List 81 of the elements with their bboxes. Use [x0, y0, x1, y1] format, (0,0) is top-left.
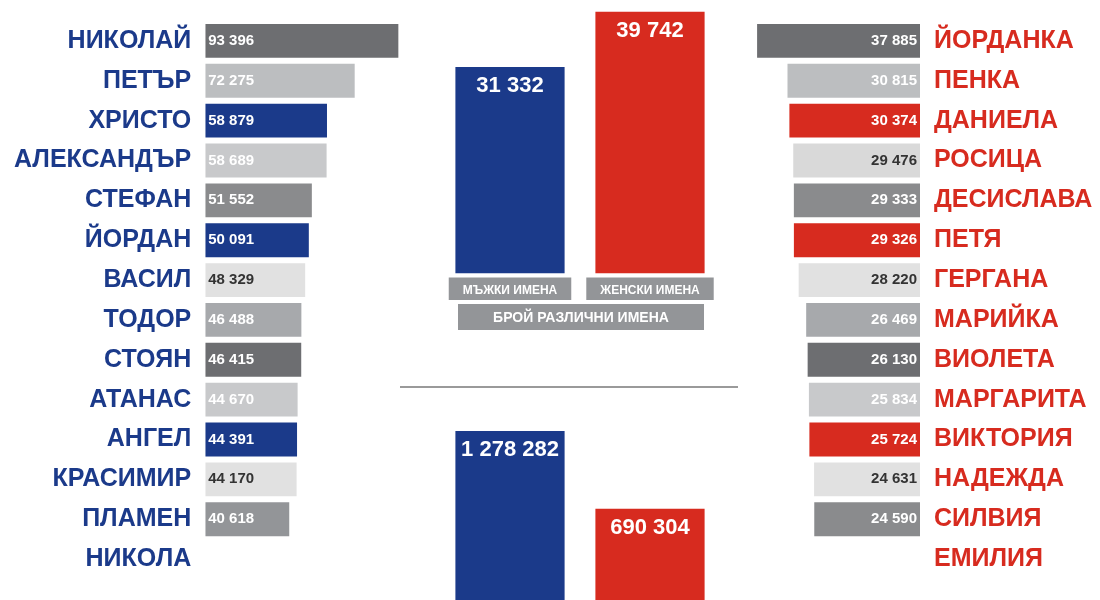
data-label: 37 885: [871, 31, 917, 49]
data-label: 31 332: [476, 72, 544, 98]
y-tick-label: ПЕНКА: [934, 64, 1021, 93]
y-tick-label: ДАНИЕЛА: [934, 104, 1059, 133]
bar: [798, 263, 920, 298]
bar: [205, 263, 306, 298]
y-tick-label: ЙОРДАН: [84, 223, 192, 253]
y-tick-label: ВИКТОРИЯ: [934, 423, 1073, 452]
data-label: 30 374: [871, 110, 918, 128]
bar: [205, 342, 302, 377]
data-label: 30 815: [871, 70, 917, 88]
bar: [814, 502, 920, 537]
bar: [793, 183, 920, 218]
y-tick-label: НАДЕЖДА: [934, 463, 1064, 492]
y-tick-label: АТАНАС: [89, 383, 192, 412]
bar: [205, 183, 312, 218]
data-label: 26 469: [871, 310, 917, 328]
data-label: 93 396: [208, 31, 255, 49]
data-label: 48 329: [208, 270, 255, 288]
data-label: 1 278 282: [461, 436, 559, 462]
y-tick-label: НИКОЛА: [85, 542, 192, 571]
x-tick-label: МЪЖКИ ИМЕНА: [462, 283, 558, 298]
bar: [205, 103, 327, 138]
y-tick-label: СТЕФАН: [85, 184, 192, 213]
y-tick-label: МАРИЙКА: [934, 302, 1059, 332]
data-label: 40 618: [208, 509, 255, 527]
y-tick-label: ПЕТЯ: [934, 224, 1002, 253]
bar: [205, 302, 302, 337]
data-label: 51 552: [208, 190, 255, 208]
data-label: 44 391: [208, 429, 255, 447]
data-label: 44 170: [208, 469, 255, 487]
bar: [807, 342, 920, 377]
y-tick-label: ХРИСТО: [88, 104, 192, 133]
data-label: 46 488: [208, 310, 255, 328]
bar: [814, 462, 920, 497]
y-tick-label: АНГЕЛ: [106, 423, 192, 452]
y-tick-label: ПЛАМЕН: [82, 503, 192, 532]
bar: [808, 382, 920, 417]
y-tick-label: ПЕТЪР: [102, 64, 192, 93]
data-label: 46 415: [208, 349, 255, 367]
bar: [789, 103, 920, 138]
data-label: 29 333: [871, 190, 917, 208]
bar: [205, 382, 298, 417]
data-label: 690 304: [610, 513, 691, 539]
data-label: 24 631: [871, 469, 917, 487]
data-label: 29 326: [871, 230, 917, 248]
y-tick-label: АЛЕКСАНДЪР: [13, 144, 192, 173]
data-label: 28 220: [871, 270, 917, 288]
data-label: 39 742: [616, 16, 684, 42]
bar: [205, 223, 309, 258]
x-axis-title: БРОЙ РАЗЛИЧНИ ИМЕНА: [458, 304, 704, 330]
data-label: 25 724: [871, 429, 918, 447]
bar: [757, 23, 920, 58]
bar: [793, 143, 920, 178]
data-label: 24 590: [871, 509, 917, 527]
y-tick-label: ТОДОР: [103, 303, 192, 332]
data-label: 58 879: [208, 110, 255, 128]
data-label: 72 275: [208, 70, 255, 88]
y-tick-label: ЙОРДАНКА: [934, 23, 1074, 53]
y-tick-label: ЕМИЛИЯ: [934, 542, 1043, 571]
x-tick-label: ЖЕНСКИ ИМЕНА: [599, 283, 701, 298]
y-tick-label: НИКОЛАЙ: [67, 23, 192, 53]
bar: [205, 23, 399, 58]
bar: [205, 462, 297, 497]
bar: [806, 302, 920, 337]
y-tick-label: КРАСИМИР: [52, 463, 192, 492]
bar: [793, 223, 920, 258]
data-label: 50 091: [208, 230, 255, 248]
y-tick-label: ГЕРГАНА: [934, 263, 1049, 292]
y-tick-label: РОСИЦА: [934, 144, 1043, 173]
y-tick-label: СИЛВИЯ: [934, 503, 1042, 532]
y-tick-label: СТОЯН: [104, 343, 192, 372]
y-tick-label: ВАСИЛ: [103, 263, 192, 292]
y-tick-label: ДЕСИСЛАВА: [934, 184, 1093, 213]
bar: [205, 63, 355, 98]
data-label: 26 130: [871, 349, 917, 367]
y-tick-label: МАРГАРИТА: [934, 383, 1087, 412]
data-label: 29 476: [871, 150, 917, 168]
bar: [787, 63, 920, 98]
bar: [809, 422, 920, 457]
y-tick-label: ВИОЛЕТА: [934, 343, 1055, 372]
